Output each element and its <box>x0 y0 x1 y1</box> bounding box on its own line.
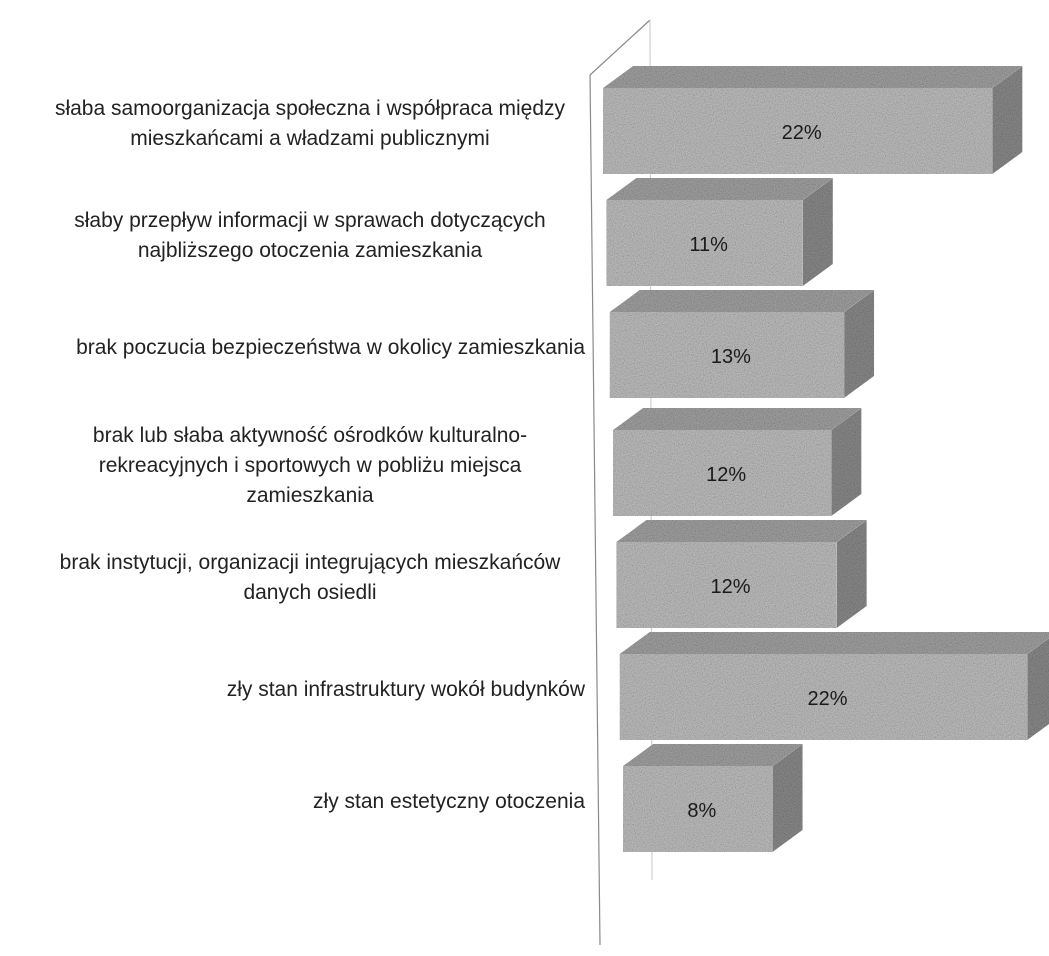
bar-side-face <box>844 290 875 398</box>
tick-label: zły stan estetyczny otoczenia <box>313 790 585 813</box>
axis-line-top <box>589 19 651 76</box>
bar-front-face <box>623 766 773 852</box>
bar-6: 22% <box>619 632 1049 740</box>
bar-top-face <box>606 178 833 200</box>
bar-top-face <box>616 520 867 542</box>
bar-2: 11% <box>606 178 833 286</box>
bar-side-face <box>802 178 833 286</box>
category-label-4: brak lub słaba aktywność ośrodków kultur… <box>93 424 527 507</box>
bar-front-face <box>616 542 837 628</box>
bar-5: 12% <box>616 520 867 628</box>
tick-label: zamieszkania <box>246 484 374 507</box>
category-label-3: brak poczucia bezpieczeństwa w okolicy z… <box>76 336 585 359</box>
bar-side-face <box>836 520 867 628</box>
data-label: 22% <box>808 688 848 710</box>
tick-label: brak instytucji, organizacji integrujący… <box>60 551 562 574</box>
bar-front-face <box>609 312 845 398</box>
data-label: 11% <box>689 234 728 256</box>
tick-label: słaby przepływ informacji w sprawach dot… <box>74 209 546 232</box>
bar-4: 12% <box>613 408 862 516</box>
bar-top-face <box>619 632 1049 654</box>
bar-side-face <box>831 408 862 516</box>
category-label-2: słaby przepływ informacji w sprawach dot… <box>74 209 546 262</box>
tick-label: najbliższego otoczenia zamieszkania <box>138 239 483 262</box>
axis-line-front <box>589 74 601 946</box>
bar-3: 13% <box>609 290 875 398</box>
data-label: 13% <box>711 346 751 368</box>
bar-front-face <box>619 654 1028 740</box>
bar-1: 22% <box>603 66 1023 174</box>
tick-label: zły stan infrastruktury wokół budynków <box>227 678 586 701</box>
bar-side-face <box>772 744 803 852</box>
data-label: 22% <box>782 122 822 144</box>
bar-front-face <box>603 88 993 174</box>
tick-label: słaba samoorganizacja społeczna i współp… <box>55 97 566 120</box>
bar-top-face <box>609 290 875 312</box>
category-label-6: zły stan infrastruktury wokół budynków <box>227 678 586 701</box>
bar-side-face <box>992 66 1023 174</box>
tick-label: danych osiedli <box>243 581 376 604</box>
tick-label: mieszkańcami a władzami publicznymi <box>130 127 489 150</box>
bar-top-face <box>623 744 803 766</box>
bar-top-face <box>603 66 1023 88</box>
tick-label: brak lub słaba aktywność ośrodków kultur… <box>93 424 527 447</box>
bar-side-face <box>1027 638 1049 740</box>
bar-front-face <box>606 200 803 286</box>
data-label: 12% <box>711 576 751 598</box>
data-label: 12% <box>706 464 746 486</box>
tick-label: rekreacyjnych i sportowych w pobliżu mie… <box>99 454 522 477</box>
bar-7: 8% <box>623 744 803 852</box>
category-label-5: brak instytucji, organizacji integrujący… <box>60 551 562 604</box>
tick-label: brak poczucia bezpieczeństwa w okolicy z… <box>76 336 585 359</box>
category-label-7: zły stan estetyczny otoczenia <box>313 790 585 813</box>
category-label-1: słaba samoorganizacja społeczna i współp… <box>55 97 566 150</box>
bar-front-face <box>613 430 832 516</box>
bar-top-face <box>613 408 862 430</box>
data-label: 8% <box>687 800 716 822</box>
